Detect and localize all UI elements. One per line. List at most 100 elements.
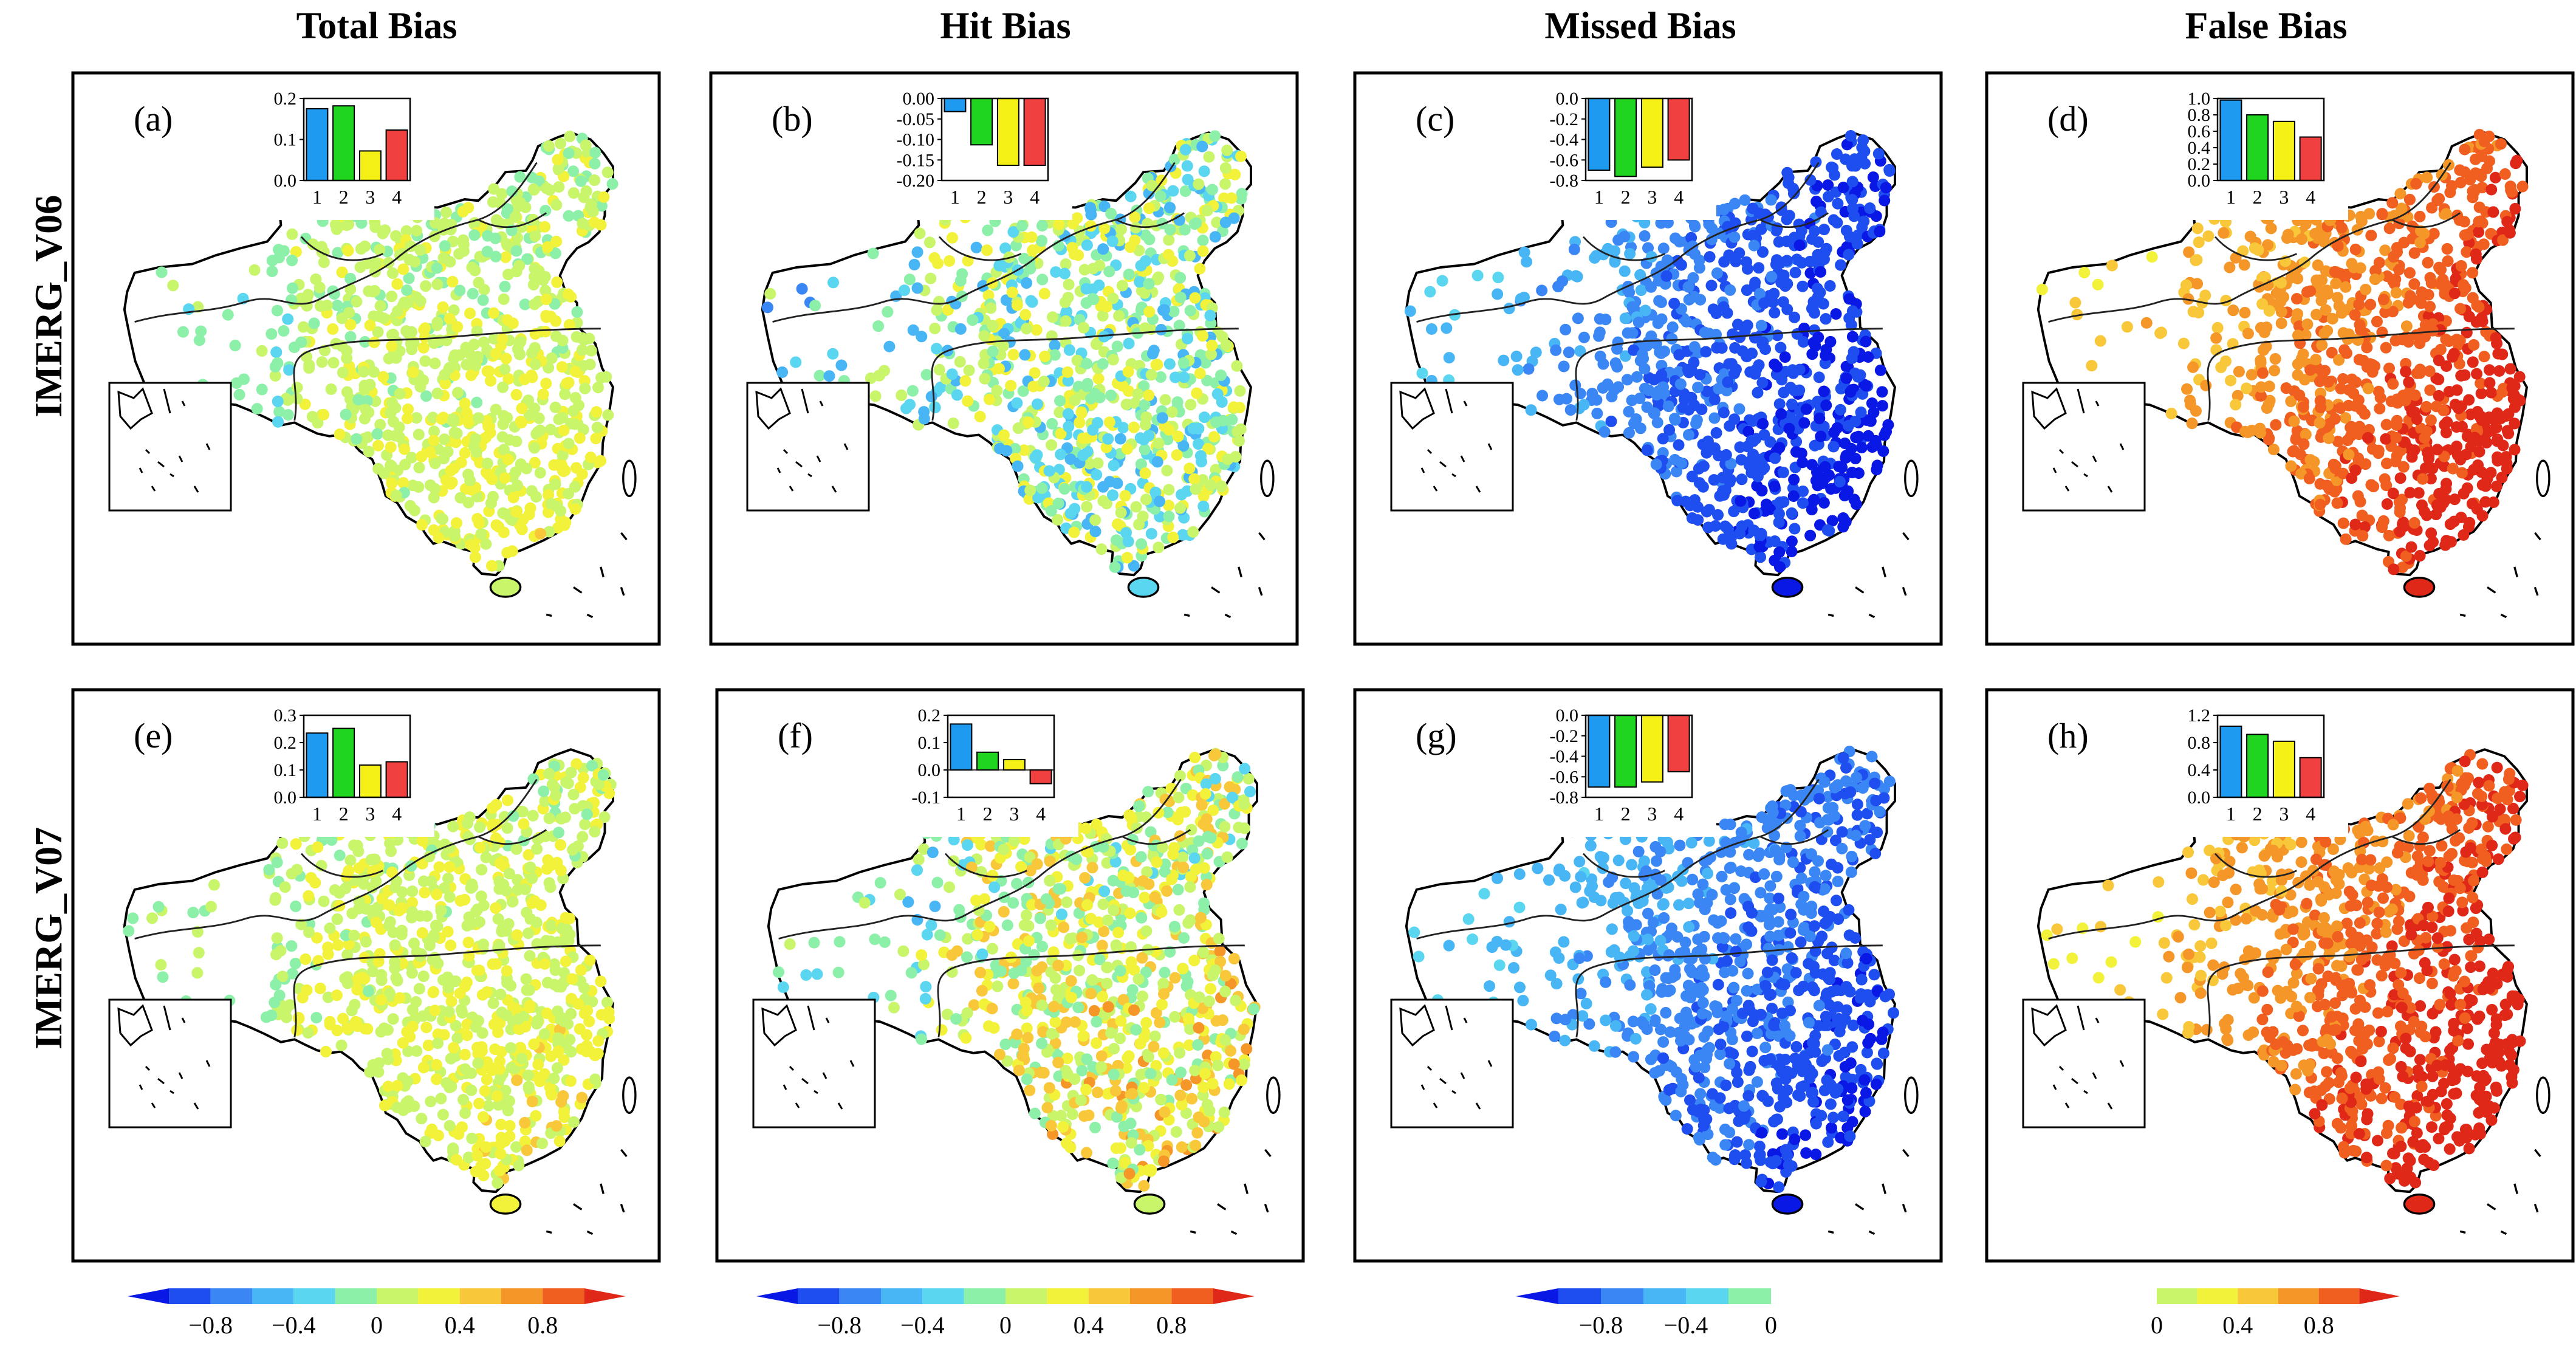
- station-dot: [546, 1088, 558, 1101]
- station-dot: [1027, 244, 1039, 256]
- station-dot: [2425, 277, 2437, 289]
- station-dot: [1728, 198, 1741, 210]
- station-dot: [551, 1062, 563, 1074]
- station-dot: [322, 991, 334, 1003]
- station-dot: [2333, 354, 2345, 366]
- station-dot: [1055, 448, 1067, 461]
- bar-category-label: 4: [2306, 186, 2315, 208]
- station-dot: [569, 365, 581, 377]
- station-dot: [1634, 269, 1646, 281]
- station-dot: [331, 989, 343, 1001]
- station-dot: [2489, 171, 2501, 184]
- station-dot: [918, 406, 930, 418]
- station-dot: [391, 278, 403, 290]
- station-dot: [567, 1116, 580, 1128]
- station-dot: [303, 926, 315, 938]
- station-dot: [1404, 305, 1416, 317]
- station-dot: [543, 489, 555, 501]
- station-dot: [2513, 371, 2526, 383]
- station-dot: [527, 773, 540, 785]
- station-dot: [1011, 397, 1023, 409]
- station-dot: [761, 301, 773, 314]
- station-dot: [2369, 273, 2381, 286]
- station-dot: [2386, 306, 2399, 318]
- station-dot: [510, 245, 522, 257]
- station-dot: [2352, 334, 2364, 346]
- station-dot: [1222, 453, 1234, 466]
- station-dot: [576, 468, 588, 480]
- station-dot: [402, 413, 414, 425]
- bar-1: [944, 98, 967, 112]
- station-dot: [925, 272, 937, 284]
- station-dot: [290, 900, 302, 912]
- region-boundary: [478, 212, 547, 228]
- station-dot: [1030, 324, 1043, 336]
- station-dot: [796, 283, 808, 295]
- station-dot: [1153, 541, 1165, 554]
- station-dot: [155, 959, 167, 971]
- station-dot: [2422, 447, 2434, 459]
- station-dot: [1179, 185, 1191, 198]
- station-dot: [2417, 473, 2429, 485]
- station-dot: [462, 1152, 474, 1164]
- station-dot: [2400, 320, 2413, 332]
- station-dot: [452, 386, 464, 399]
- station-dot: [2441, 535, 2453, 547]
- station-dot: [572, 998, 584, 1010]
- station-dot: [475, 528, 487, 540]
- station-dot: [1024, 484, 1036, 496]
- station-dot: [2265, 222, 2277, 235]
- station-dot: [2490, 332, 2502, 344]
- bar-category-label: 4: [392, 186, 402, 208]
- station-dot: [1120, 527, 1132, 539]
- station-dot: [2403, 376, 2415, 388]
- station-dot: [486, 802, 498, 814]
- station-dot: [2377, 515, 2389, 527]
- station-dot: [978, 330, 990, 342]
- station-dot: [1062, 375, 1074, 387]
- station-dot: [1095, 1050, 1108, 1062]
- station-dot: [1756, 377, 1769, 389]
- station-dot: [2433, 390, 2445, 402]
- station-dot: [1711, 267, 1723, 280]
- station-dot: [1788, 473, 1800, 486]
- station-dot: [431, 1073, 443, 1085]
- station-dot: [982, 289, 995, 301]
- station-dot: [529, 402, 541, 414]
- station-dot: [329, 219, 341, 231]
- station-dot: [1634, 393, 1646, 405]
- station-dot: [1115, 223, 1128, 236]
- station-dot: [428, 492, 440, 504]
- station-dot: [560, 955, 572, 967]
- station-dot: [567, 165, 580, 177]
- station-dot: [1503, 303, 1515, 315]
- station-dot: [495, 1071, 507, 1084]
- station-dot: [390, 972, 402, 984]
- station-dot: [1643, 372, 1655, 384]
- station-dot: [589, 1073, 601, 1085]
- station-dot: [1692, 514, 1704, 526]
- station-dot: [931, 304, 943, 316]
- station-dot: [1788, 186, 1800, 198]
- station-dot: [2471, 368, 2483, 380]
- station-dot: [551, 276, 563, 288]
- station-dot: [2362, 431, 2374, 444]
- station-dots: [2036, 129, 2529, 575]
- station-dot: [2071, 309, 2083, 321]
- station-dot: [595, 975, 607, 988]
- station-dot: [539, 221, 551, 233]
- station-dot: [399, 443, 411, 455]
- station-dot: [1119, 490, 1131, 502]
- station-dot: [1229, 168, 1241, 180]
- station-dot: [1205, 479, 1217, 491]
- station-dot: [2295, 233, 2307, 246]
- station-dot: [447, 820, 459, 833]
- station-dot: [2408, 444, 2420, 456]
- station-dot: [1645, 330, 1657, 342]
- station-dot: [1019, 309, 1032, 321]
- bar-category-label: 3: [365, 803, 375, 825]
- station-dot: [329, 884, 341, 896]
- station-dot: [1029, 367, 1041, 379]
- station-dot: [2463, 394, 2475, 406]
- station-dot: [1862, 351, 1874, 363]
